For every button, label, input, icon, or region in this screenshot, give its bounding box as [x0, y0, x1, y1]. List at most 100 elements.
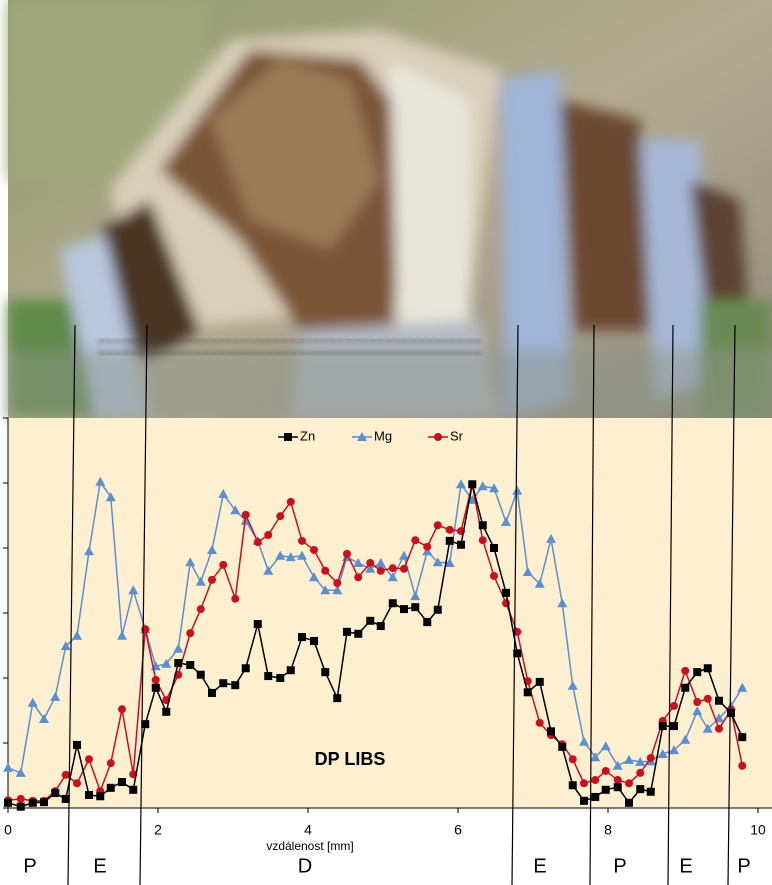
marker — [434, 433, 442, 441]
x-axis-title: vzdálenost [mm] — [266, 839, 353, 853]
region-label: P — [613, 855, 626, 877]
marker — [670, 722, 678, 730]
marker — [377, 622, 385, 630]
marker — [400, 565, 408, 573]
marker — [333, 579, 341, 587]
marker — [85, 755, 93, 763]
marker — [366, 559, 374, 567]
region-labels: PEDEPEP — [23, 855, 750, 877]
marker — [73, 741, 81, 749]
marker — [625, 779, 633, 787]
marker — [704, 695, 712, 703]
marker — [490, 544, 498, 552]
marker — [152, 684, 160, 692]
marker — [569, 755, 577, 763]
marker — [62, 771, 70, 779]
marker — [264, 672, 272, 680]
marker — [254, 620, 262, 628]
marker — [524, 688, 532, 696]
marker — [17, 803, 25, 811]
marker — [738, 762, 746, 770]
x-tick-label: 2 — [154, 822, 162, 838]
marker — [186, 661, 194, 669]
region-label: D — [298, 855, 312, 877]
marker — [580, 797, 588, 805]
marker — [738, 733, 746, 741]
marker — [242, 664, 250, 672]
annotation: DP LIBS — [315, 749, 386, 769]
marker — [647, 754, 655, 762]
marker — [366, 617, 374, 625]
x-tick-label: 4 — [304, 822, 312, 838]
marker — [670, 702, 678, 710]
marker — [96, 792, 104, 800]
marker — [321, 567, 329, 575]
marker — [276, 512, 284, 520]
marker — [197, 671, 205, 679]
marker — [693, 698, 701, 706]
marker — [591, 793, 599, 801]
marker — [715, 697, 723, 705]
marker — [310, 637, 318, 645]
marker — [423, 543, 431, 551]
marker — [343, 550, 351, 558]
marker — [558, 743, 566, 751]
marker — [321, 668, 329, 676]
marker — [242, 511, 250, 519]
x-tick-label: 0 — [4, 822, 12, 838]
marker — [614, 776, 622, 784]
marker — [693, 668, 701, 676]
marker — [602, 786, 610, 794]
marker — [197, 605, 205, 613]
marker — [208, 689, 216, 697]
marker — [547, 727, 555, 735]
marker — [377, 567, 385, 575]
marker — [591, 776, 599, 784]
marker — [186, 629, 194, 637]
marker — [580, 779, 588, 787]
legend-label: Sr — [450, 428, 464, 443]
x-tick-label: 6 — [454, 822, 462, 838]
marker — [107, 759, 115, 767]
marker — [51, 789, 59, 797]
marker — [479, 536, 487, 544]
marker — [129, 786, 137, 794]
marker — [354, 630, 362, 638]
marker — [287, 666, 295, 674]
plot-background — [8, 418, 772, 808]
marker — [434, 606, 442, 614]
region-label: P — [737, 855, 750, 877]
marker — [17, 795, 25, 803]
marker — [174, 659, 182, 667]
marker — [446, 537, 454, 545]
marker — [85, 791, 93, 799]
x-tick-label: 8 — [604, 822, 612, 838]
marker — [625, 799, 633, 807]
marker — [389, 564, 397, 572]
figure: 0246810ZnMgSr DP LIBS vzdálenost [mm] PE… — [0, 0, 772, 885]
marker — [118, 778, 126, 786]
marker — [704, 664, 712, 672]
marker — [354, 573, 362, 581]
legend-label: Zn — [300, 428, 315, 443]
marker — [231, 595, 239, 603]
marker — [343, 628, 351, 636]
marker — [647, 788, 655, 796]
marker — [468, 480, 476, 488]
marker — [208, 576, 216, 584]
marker — [298, 633, 306, 641]
marker — [141, 625, 149, 633]
marker — [4, 799, 12, 807]
marker — [298, 537, 306, 545]
marker — [636, 769, 644, 777]
marker — [73, 779, 81, 787]
marker — [536, 719, 544, 727]
marker — [457, 541, 465, 549]
marker — [231, 681, 239, 689]
marker — [490, 572, 498, 580]
marker — [446, 526, 454, 534]
marker — [411, 536, 419, 544]
marker — [107, 784, 115, 792]
region-label: E — [533, 855, 546, 877]
marker — [434, 521, 442, 529]
